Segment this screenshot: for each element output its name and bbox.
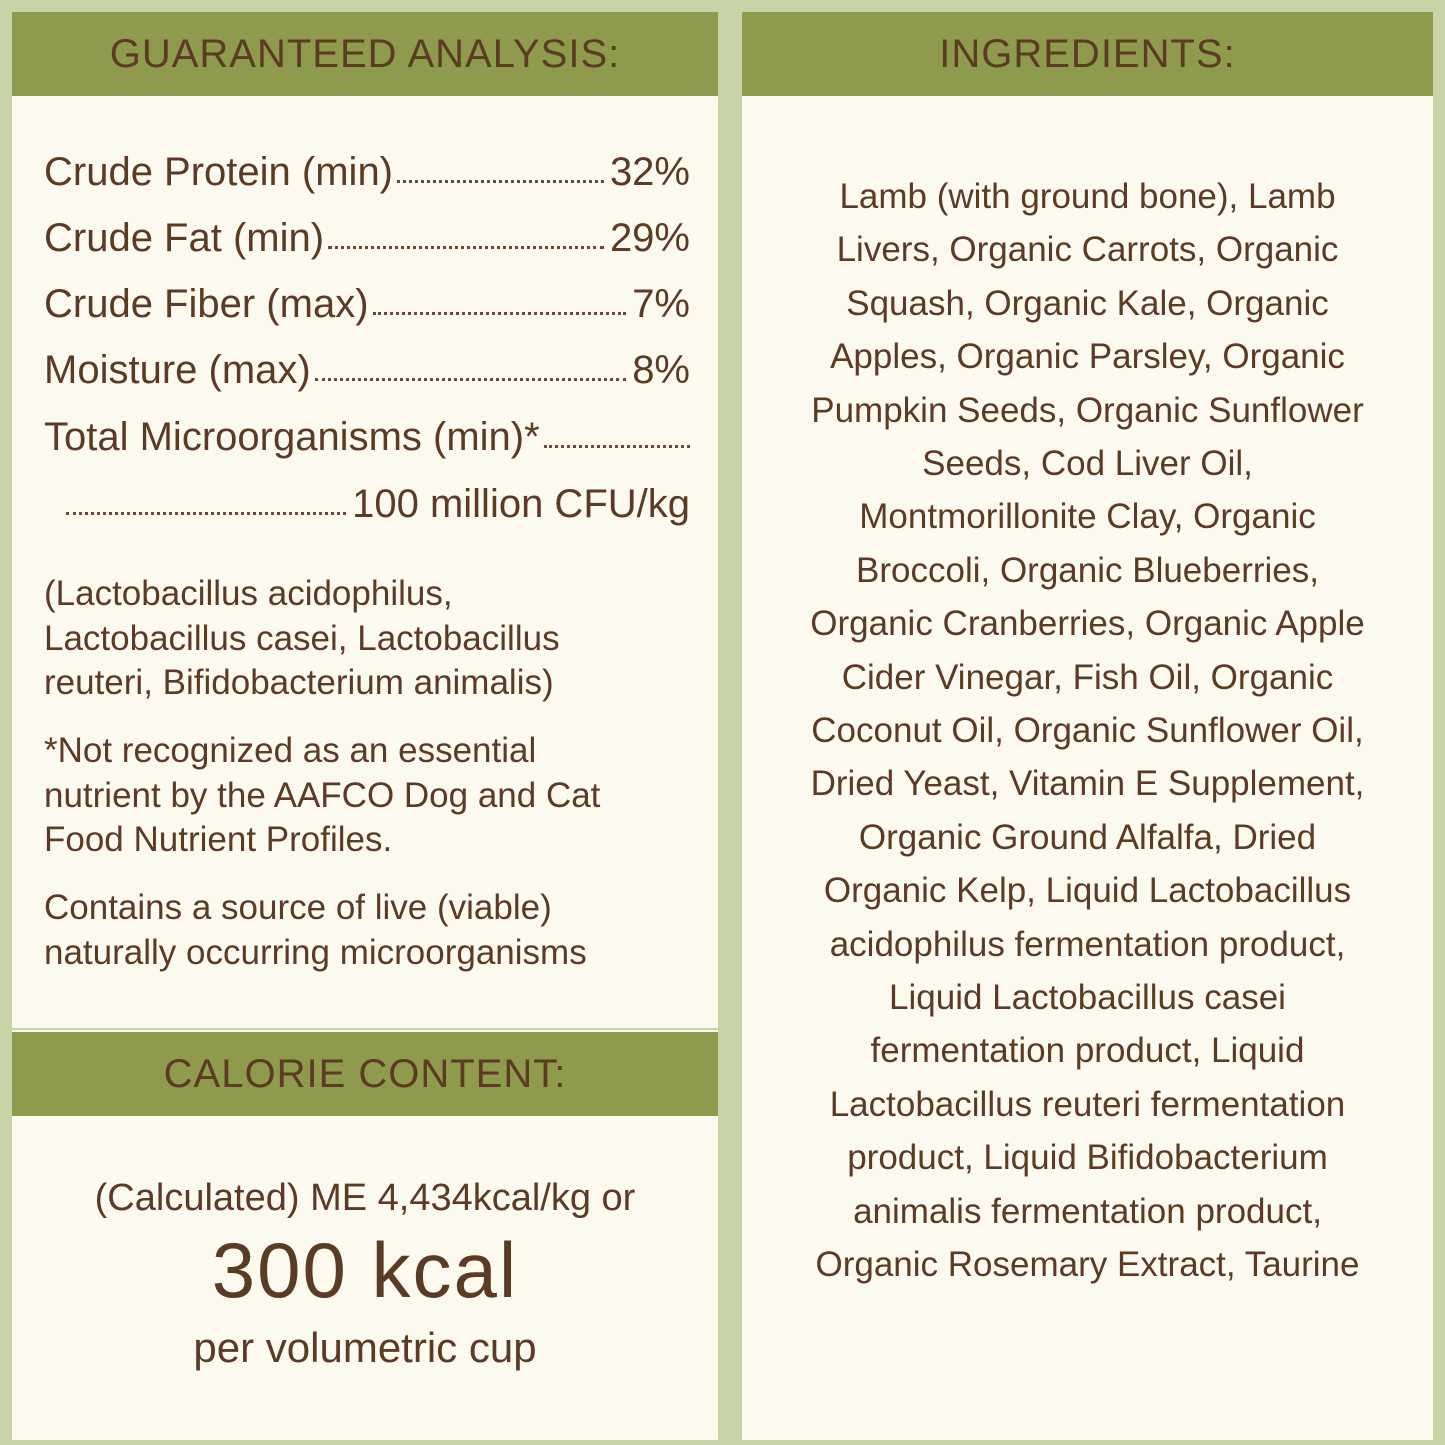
dot-leader	[372, 311, 627, 315]
nutrient-label: Moisture (max)	[44, 347, 311, 392]
nutrient-value: 32%	[609, 149, 690, 194]
ingredient-line: Organic Rosemary Extract, Taurine	[815, 1245, 1360, 1284]
nutrient-label: Crude Fat (min)	[44, 215, 325, 260]
calorie-highlight: 300 kcal	[211, 1226, 519, 1314]
ingredient-line: Lamb (with ground bone), Lamb	[839, 177, 1336, 216]
ingredient-line: animalis fermentation product,	[853, 1191, 1322, 1231]
ingredient-line: acidophilus fermentation product,	[829, 924, 1346, 964]
note-line: Food Nutrient Profiles.	[44, 820, 393, 859]
analysis-row: Total Microorganisms (min)*	[44, 412, 696, 462]
calorie-text: (Calculated) ME 4,434kcal/kg or	[94, 1177, 636, 1219]
note-line: reuteri, Bifidobacterium animalis)	[44, 663, 554, 702]
calorie-title: CALORIE CONTENT:	[12, 1032, 718, 1116]
ingredient-line: Organic Cranberries, Organic Apple	[810, 604, 1365, 644]
nutrient-value: 8%	[632, 347, 690, 392]
analysis-row: 100 million CFU/kg	[62, 479, 690, 529]
ingredient-line: Organic Ground Alfalfa, Dried	[858, 817, 1317, 857]
ingredient-line: Liquid Lactobacillus casei	[889, 978, 1286, 1017]
nutrient-value: 29%	[609, 215, 690, 260]
nutrient-label: Crude Fiber (max)	[44, 281, 369, 326]
analysis-row: Crude Protein (min) 32%	[44, 147, 690, 197]
ingredient-line: Montmorillonite Clay, Organic	[859, 497, 1316, 537]
ingredient-line: Livers, Organic Carrots, Organic	[836, 230, 1339, 270]
ingredient-line: fermentation product, Liquid	[870, 1031, 1305, 1071]
note-line: *Not recognized as an essential	[44, 731, 537, 770]
note-line: (Lactobacillus acidophilus,	[44, 574, 453, 613]
ingredient-line: Squash, Organic Kale, Organic	[846, 283, 1329, 323]
note-line: naturally occurring microorganisms	[44, 932, 587, 972]
note-line: Lactobacillus casei, Lactobacillus	[44, 618, 560, 658]
note-line: Contains a source of live (viable)	[44, 888, 552, 927]
dot-leader	[543, 444, 690, 448]
nutrient-label: Crude Protein (min)	[44, 149, 394, 194]
ingredient-line: Cider Vinegar, Fish Oil, Organic	[841, 657, 1334, 697]
analysis-title: GUARANTEED ANALYSIS:	[12, 12, 718, 96]
analysis-row: Moisture (max) 8%	[44, 345, 690, 395]
nutrient-value: 7%	[632, 281, 690, 326]
note-line: nutrient by the AAFCO Dog and Cat	[44, 775, 601, 815]
ingredient-line: Seeds, Cod Liver Oil,	[922, 444, 1253, 483]
calorie-text: per volumetric cup	[193, 1324, 537, 1371]
dot-leader	[328, 245, 604, 249]
ingredient-line: Pumpkin Seeds, Organic Sunflower	[811, 390, 1364, 430]
dot-leader	[397, 179, 604, 183]
ingredient-line: Dried Yeast, Vitamin E Supplement,	[810, 764, 1365, 804]
ingredient-line: Organic Kelp, Liquid Lactobacillus	[823, 871, 1352, 911]
ingredient-line: Broccoli, Organic Blueberries,	[856, 550, 1319, 590]
nutrient-label: Total Microorganisms (min)*	[44, 414, 540, 459]
ingredient-line: Apples, Organic Parsley, Organic	[830, 337, 1345, 377]
ingredient-line: Lactobacillus reuteri fermentation	[829, 1084, 1346, 1124]
analysis-row: Crude Fiber (max) 7%	[44, 279, 690, 329]
ingredient-line: Coconut Oil, Organic Sunflower Oil,	[811, 711, 1364, 750]
ingredients-panel	[742, 12, 1433, 1440]
dot-leader	[314, 377, 627, 381]
dot-leader	[66, 511, 347, 515]
ingredient-line: product, Liquid Bifidobacterium	[847, 1138, 1328, 1178]
ingredients-title: INGREDIENTS:	[742, 12, 1433, 96]
nutrient-value: 100 million CFU/kg	[352, 481, 690, 526]
analysis-row: Crude Fat (min) 29%	[44, 213, 690, 263]
